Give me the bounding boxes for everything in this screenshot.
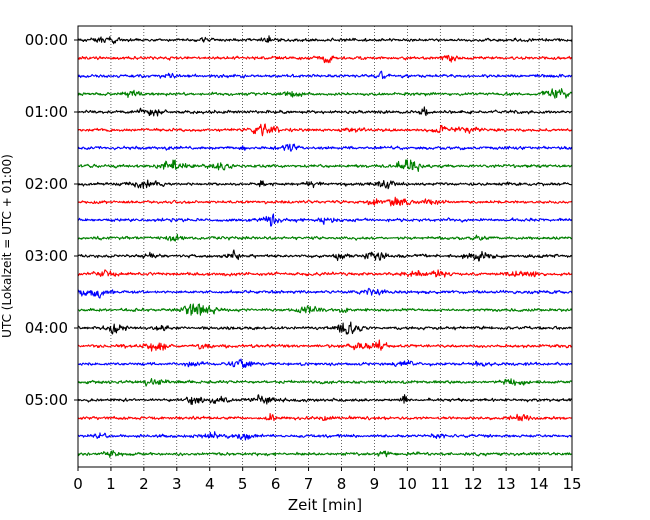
- seismic-trace-row: [77, 54, 573, 64]
- plot-frame: [77, 25, 573, 468]
- x-tick-label: 0: [73, 475, 83, 493]
- x-tick-label: 4: [205, 475, 215, 493]
- x-tick-label: 13: [497, 475, 516, 493]
- seismic-trace-row: [77, 123, 573, 137]
- x-tick-label: 12: [464, 475, 483, 493]
- seismic-trace-row: [77, 179, 573, 190]
- seismic-trace-row: [78, 88, 573, 99]
- seismic-trace-row: [77, 159, 573, 172]
- seismic-trace-row: [77, 249, 573, 262]
- x-tick-label: 14: [530, 475, 549, 493]
- seismic-trace-row: [77, 196, 573, 207]
- seismic-trace-row: [77, 394, 573, 406]
- seismic-trace-row: [77, 106, 573, 117]
- y-tick-label: 04:00: [25, 319, 68, 337]
- x-tick-label: 15: [562, 475, 581, 493]
- seismic-trace-row: [77, 378, 573, 387]
- seismic-trace-row: [77, 287, 573, 299]
- seismic-trace-row: [77, 233, 573, 242]
- x-tick-label: 3: [172, 475, 182, 493]
- x-axis-label: Zeit [min]: [288, 496, 362, 514]
- seismic-trace-row: [77, 269, 573, 278]
- x-tick-label: 8: [337, 475, 347, 493]
- x-tick-label: 9: [370, 475, 380, 493]
- y-tick-label: 01:00: [25, 103, 68, 121]
- x-tick-label: 2: [139, 475, 149, 493]
- seismic-trace-row: [77, 303, 573, 316]
- seismic-trace-row: [77, 70, 573, 80]
- x-tick-label: 5: [238, 475, 248, 493]
- y-axis-label: UTC (Lokalzeit = UTC + 01:00): [0, 154, 14, 338]
- x-tick-label: 11: [431, 475, 450, 493]
- seismic-trace-row: [77, 143, 573, 152]
- y-tick-label: 02:00: [25, 175, 68, 193]
- seismic-trace-row: [77, 321, 573, 335]
- seismic-trace-row: [77, 431, 573, 441]
- y-tick-label: 03:00: [25, 247, 68, 265]
- seismic-trace-row: [77, 35, 573, 45]
- x-axis-ticks: 0 1 2 3 4 5 6 7 8 9 10 11 12 13 14 15: [73, 467, 582, 493]
- x-tick-label: 1: [106, 475, 116, 493]
- seismic-traces: [77, 35, 573, 458]
- seismic-trace-row: [77, 449, 573, 458]
- x-tick-label: 6: [271, 475, 281, 493]
- y-tick-label: 05:00: [25, 391, 68, 409]
- seismic-trace-row: [77, 339, 573, 352]
- seismic-trace-row: [77, 213, 573, 227]
- seismic-trace-row: [77, 358, 573, 368]
- x-tick-label: 7: [304, 475, 314, 493]
- y-tick-label: 00:00: [25, 31, 68, 49]
- seismic-trace-row: [77, 413, 573, 422]
- x-tick-label: 10: [398, 475, 417, 493]
- y-axis-ticks: 00:00 01:00 02:00 03:00 04:00 05:00: [25, 31, 78, 409]
